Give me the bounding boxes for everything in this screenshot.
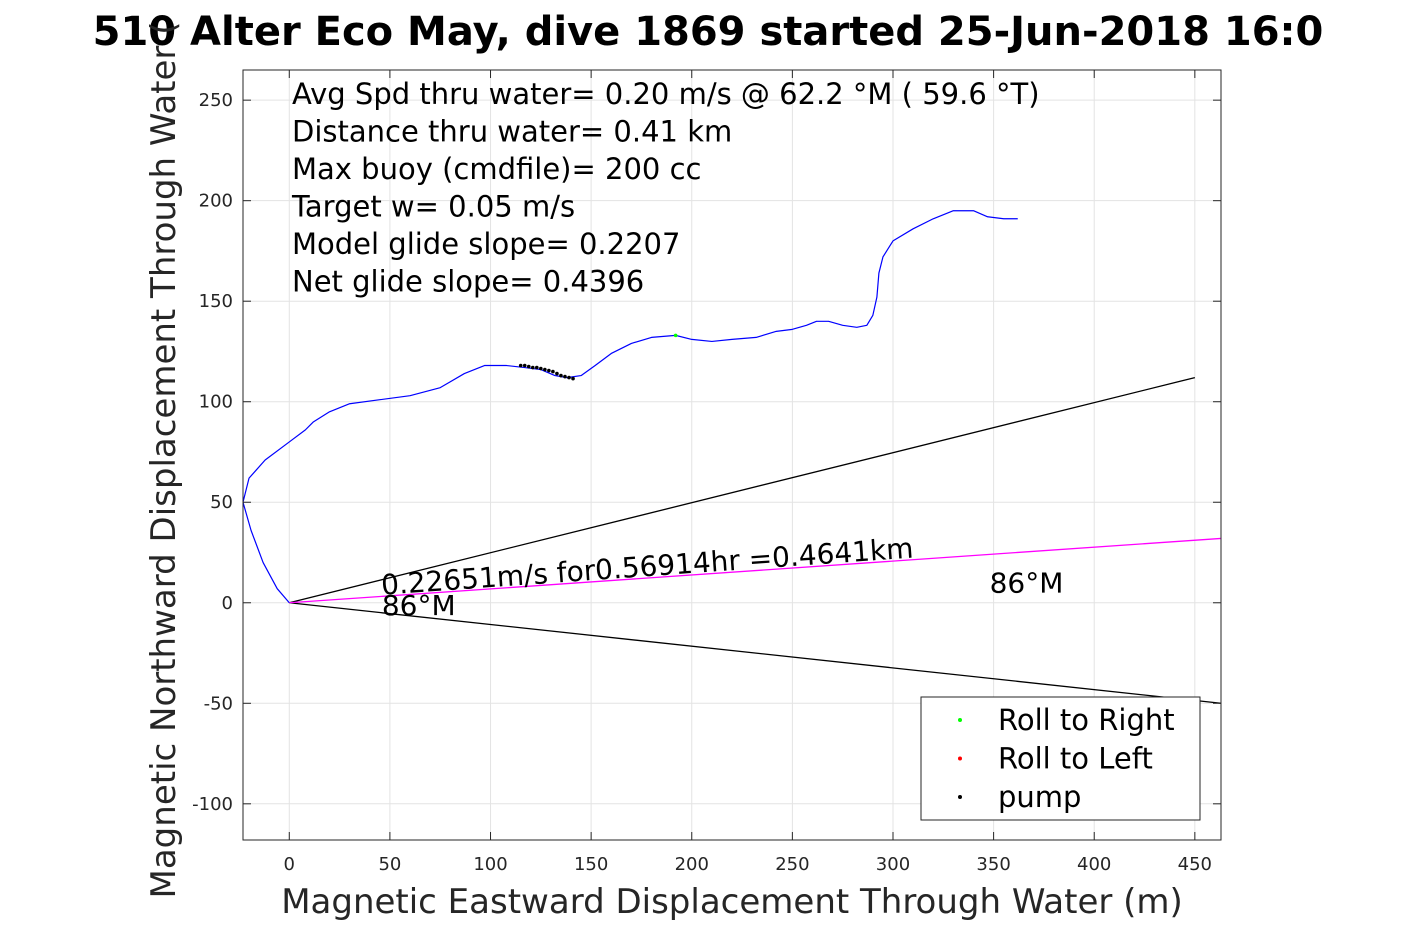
pump-point bbox=[571, 376, 575, 381]
y-tick-label: 100 bbox=[199, 392, 233, 413]
legend-label: pump bbox=[998, 780, 1081, 814]
pump-point bbox=[526, 364, 531, 369]
info-text-block: Avg Spd thru water= 0.20 m/s @ 62.2 °M (… bbox=[291, 77, 1040, 299]
pump-point bbox=[530, 365, 535, 370]
x-tick-label: 0 bbox=[284, 854, 295, 875]
pump-point bbox=[559, 373, 563, 378]
y-tick-label: 250 bbox=[199, 90, 233, 111]
annotations: 0.22651m/s for0.56914hr =0.4641km86°M86°… bbox=[380, 532, 1063, 622]
pump-point bbox=[555, 371, 559, 376]
axis-ticks: 0 50 100 150 200 250 300 350 400 450 -100 -50 0 50 100… bbox=[192, 70, 1221, 875]
y-tick-label: 50 bbox=[210, 492, 233, 513]
plot-area bbox=[243, 210, 1221, 704]
x-tick-label: 150 bbox=[574, 854, 608, 875]
info-line: Distance thru water= 0.41 km bbox=[292, 115, 732, 149]
pump-point bbox=[522, 363, 527, 368]
info-line: Target w= 0.05 m/s bbox=[291, 190, 575, 224]
y-tick-label: 200 bbox=[199, 191, 233, 212]
y-axis-label: Magnetic Northward Displacement Through … bbox=[144, 22, 184, 899]
annotation-label: 86°M bbox=[382, 589, 456, 622]
pump-point bbox=[563, 374, 567, 379]
legend-marker bbox=[958, 718, 962, 722]
chart-title: 510 Alter Eco May, dive 1869 started 25-… bbox=[93, 9, 1324, 55]
legend-box bbox=[920, 696, 1201, 821]
pump-point bbox=[551, 369, 555, 374]
info-line: Max buoy (cmdfile)= 200 cc bbox=[292, 152, 701, 186]
y-tick-label: 0 bbox=[222, 593, 233, 614]
legend-marker bbox=[958, 795, 962, 799]
heading-line bbox=[289, 537, 1221, 604]
x-tick-label: 250 bbox=[775, 854, 809, 875]
info-line: Model glide slope= 0.2207 bbox=[292, 227, 680, 261]
roll-right-point bbox=[673, 333, 678, 338]
y-tick-label: 150 bbox=[199, 291, 233, 312]
pump-point bbox=[543, 367, 547, 372]
x-tick-label: 450 bbox=[1178, 854, 1212, 875]
pump-point bbox=[539, 366, 543, 371]
annotation-label: 0.22651m/s for0.56914hr =0.4641km bbox=[380, 532, 914, 602]
y-tick-label: -100 bbox=[192, 794, 233, 815]
pump-point bbox=[567, 375, 571, 380]
x-tick-label: 350 bbox=[976, 854, 1010, 875]
legend: Roll to Right Roll to Left pump bbox=[920, 696, 1201, 821]
x-tick-label: 50 bbox=[378, 854, 401, 875]
plot-frame bbox=[242, 69, 1222, 841]
legend-label: Roll to Right bbox=[998, 703, 1175, 737]
legend-label: Roll to Left bbox=[998, 742, 1153, 776]
annotation-label: 86°M bbox=[990, 567, 1064, 600]
dive-track-line bbox=[243, 210, 1018, 604]
info-line: Avg Spd thru water= 0.20 m/s @ 62.2 °M (… bbox=[292, 77, 1040, 111]
y-tick-label: -50 bbox=[204, 693, 233, 714]
x-axis-label: Magnetic Eastward Displacement Through W… bbox=[281, 882, 1183, 922]
x-tick-label: 200 bbox=[675, 854, 709, 875]
bearing-line bbox=[289, 602, 1221, 704]
x-tick-label: 400 bbox=[1077, 854, 1111, 875]
x-tick-label: 100 bbox=[473, 854, 507, 875]
pump-point bbox=[547, 368, 551, 373]
grid-lines bbox=[243, 70, 1221, 840]
pump-point bbox=[518, 363, 523, 368]
legend-marker bbox=[958, 756, 962, 761]
bearing-line bbox=[289, 376, 1195, 604]
x-tick-label: 300 bbox=[876, 854, 910, 875]
pump-point bbox=[535, 365, 539, 370]
info-line: Net glide slope= 0.4396 bbox=[292, 265, 644, 299]
